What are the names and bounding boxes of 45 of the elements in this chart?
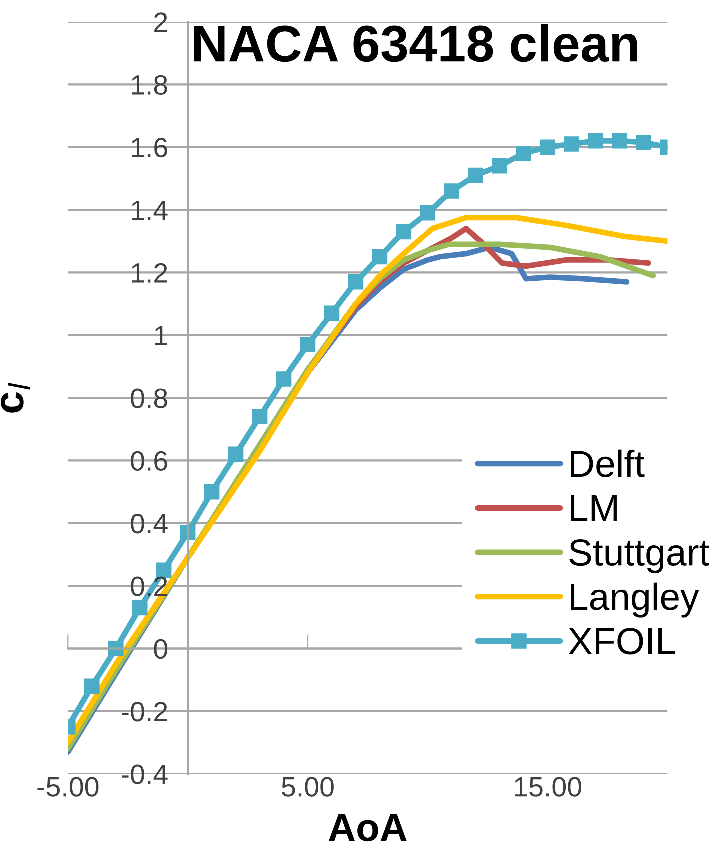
y-tick-label: -0.4 — [122, 764, 168, 784]
point — [132, 600, 148, 616]
point — [156, 562, 172, 578]
x-tick-label: 15.00 — [515, 777, 582, 797]
legend-label: Delft — [571, 450, 645, 478]
point — [636, 135, 652, 150]
point — [588, 133, 604, 149]
point — [468, 168, 484, 184]
point — [612, 133, 628, 149]
y-tick-label: 1.6 — [132, 138, 168, 158]
point — [324, 306, 340, 322]
y-tick-label: 0 — [154, 639, 168, 660]
y-tick-label: -0.2 — [122, 702, 168, 722]
y-tick-label: 1.8 — [132, 75, 168, 96]
point — [252, 409, 268, 424]
point — [492, 158, 508, 174]
x-tick-label: 5.00 — [282, 777, 334, 797]
y-tick-label: 0.8 — [131, 388, 168, 408]
legend-label: Stuttgart — [570, 539, 710, 574]
point — [348, 274, 364, 290]
x-tick-label: -5.00 — [38, 777, 99, 797]
point — [564, 136, 580, 152]
point — [84, 678, 100, 694]
y-tick-label: 1.4 — [132, 200, 168, 220]
point — [276, 372, 292, 387]
y-tick-label: 1.2 — [132, 263, 168, 283]
point — [204, 484, 220, 500]
point — [300, 337, 316, 352]
point — [372, 249, 388, 265]
point — [444, 184, 460, 199]
y-tick-label: 2 — [154, 12, 168, 32]
y-tick-label: 0.6 — [131, 451, 168, 472]
point — [396, 224, 412, 240]
legend-label: Langley — [571, 582, 700, 618]
y-tick-label: 1 — [155, 326, 168, 346]
point — [420, 206, 436, 221]
point — [540, 140, 556, 155]
y-axis-title: c$_{l}$ — [1, 382, 30, 413]
chart-title: NACA 63418 clean — [194, 24, 638, 62]
x-axis-title: AoA — [328, 814, 407, 842]
y-tick-label: 0.4 — [131, 514, 168, 534]
point — [516, 146, 532, 162]
legend-label: LM — [571, 496, 617, 522]
point — [228, 446, 244, 462]
legend-label: XFOIL — [568, 628, 676, 655]
